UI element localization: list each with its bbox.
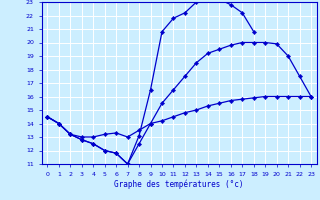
X-axis label: Graphe des températures (°c): Graphe des températures (°c) [115, 179, 244, 189]
